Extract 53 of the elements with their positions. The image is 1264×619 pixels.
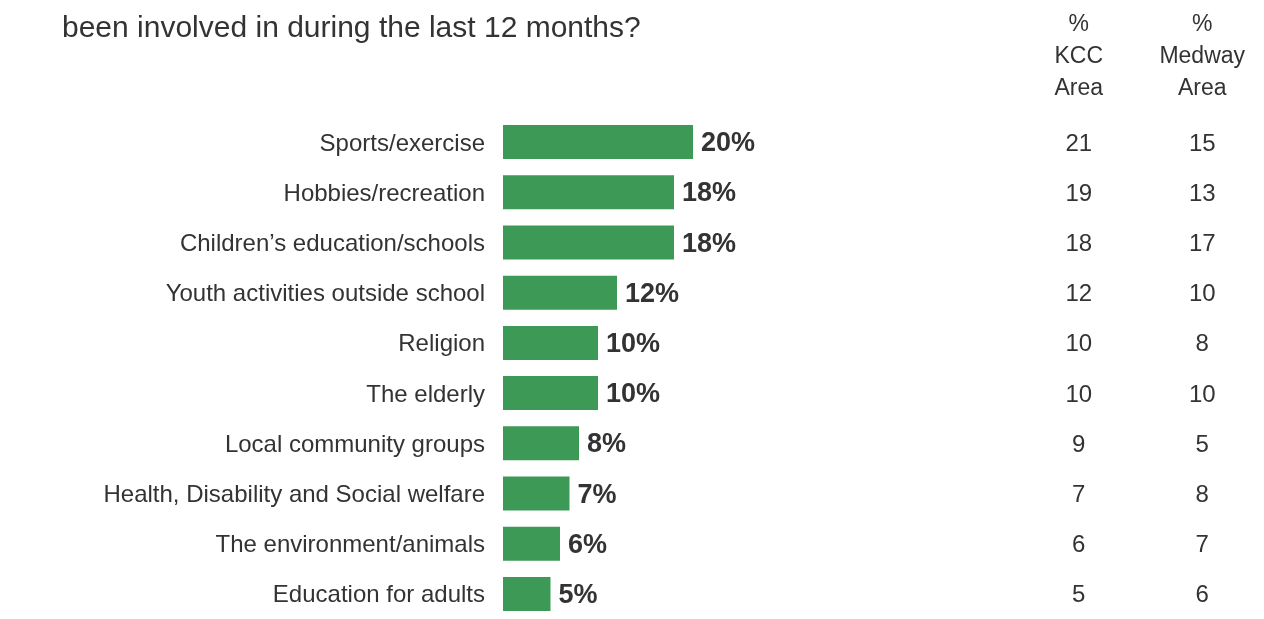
data-label: 12 [1065,279,1093,307]
data-label: 19 [1065,178,1093,206]
data-label: 7% [577,478,617,509]
data-label: 20% [701,127,756,158]
y-tick-label: The elderly [366,379,485,407]
bar [503,275,617,310]
data-label: 18% [682,177,737,208]
data-label: 8 [1195,480,1209,507]
data-label: 5 [1072,580,1086,608]
data-label: 6 [1195,580,1209,608]
data-label: 6% [568,528,608,559]
chart-title: been involved in during the last 12 months? [62,9,641,43]
bar [503,526,560,561]
y-tick-label: Children’s education/schools [179,229,485,256]
data-label: 10 [1188,379,1216,407]
x-tick-label: % Medway Area [1159,10,1246,100]
y-tick-label: Health, Disability and Social welfare [103,480,485,507]
data-label: 10% [606,327,661,358]
data-label: 5% [558,578,598,609]
data-label: 13 [1188,178,1216,206]
data-label: 10% [606,378,661,409]
data-label: 9 [1072,429,1086,457]
data-label: 15 [1188,128,1216,156]
bar [503,426,579,461]
y-tick-label: Local community groups [224,429,485,457]
bar [503,576,551,611]
data-label: 17 [1188,229,1216,256]
data-label: 8 [1195,329,1209,357]
data-label: 8% [587,428,627,459]
data-label: 21 [1065,128,1093,156]
data-label: 10 [1188,279,1216,307]
y-tick-label: Hobbies/recreation [283,178,485,206]
x-tick-label: % KCC Area [1054,10,1104,100]
bar [503,175,674,210]
bar [503,476,570,511]
bar [503,325,598,360]
y-tick-label: The environment/animals [215,530,485,558]
data-label: 6 [1072,530,1086,558]
y-tick-label: Sports/exercise [319,128,485,156]
y-tick-label: Youth activities outside school [165,279,485,307]
data-label: 5 [1195,429,1209,457]
y-tick-label: Religion [398,329,485,357]
bar [503,376,598,411]
data-label: 12% [625,277,680,308]
bar [503,225,674,260]
data-label: 18 [1065,229,1093,256]
data-label: 10 [1065,329,1093,357]
y-tick-label: Education for adults [272,580,485,608]
data-label: 10 [1065,379,1093,407]
data-label: 7 [1195,530,1209,558]
data-label: 18% [682,227,737,258]
data-label: 7 [1072,480,1086,507]
bar [503,125,693,160]
